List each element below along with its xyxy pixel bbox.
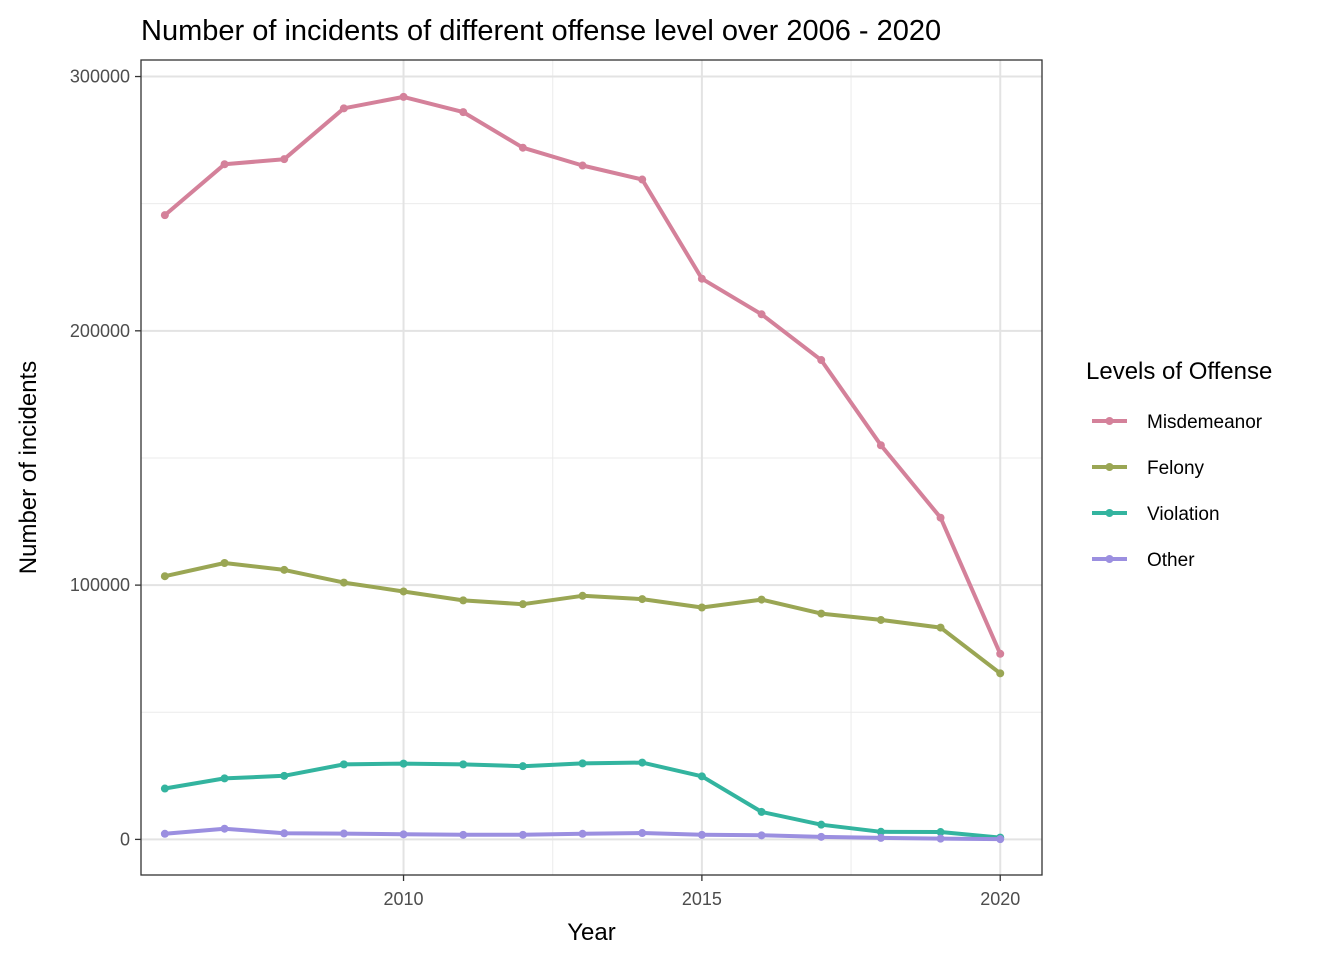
data-point-misdemeanor	[220, 160, 229, 169]
data-point-other	[936, 834, 945, 843]
data-point-misdemeanor	[280, 155, 289, 164]
data-point-felony	[817, 609, 826, 618]
data-point-misdemeanor	[459, 108, 468, 117]
data-point-misdemeanor	[936, 513, 945, 522]
data-point-misdemeanor	[160, 211, 169, 220]
data-point-other	[518, 830, 527, 839]
data-point-violation	[160, 784, 169, 793]
legend-title: Levels of Offense	[1086, 358, 1272, 385]
data-point-misdemeanor	[757, 310, 766, 319]
data-point-other	[757, 831, 766, 840]
data-point-other	[817, 832, 826, 841]
data-point-violation	[280, 771, 289, 780]
data-point-misdemeanor	[339, 104, 348, 113]
panel-background	[141, 60, 1042, 875]
data-point-felony	[518, 600, 527, 609]
data-point-misdemeanor	[399, 92, 408, 101]
data-point-felony	[459, 596, 468, 605]
data-point-violation	[697, 772, 706, 781]
data-point-violation	[578, 759, 587, 768]
data-point-misdemeanor	[697, 274, 706, 283]
x-tick-label: 2010	[384, 889, 424, 909]
data-point-other	[280, 829, 289, 838]
data-point-other	[160, 829, 169, 838]
legend-key-point-felony	[1105, 463, 1114, 471]
data-point-felony	[339, 578, 348, 587]
data-point-misdemeanor	[996, 649, 1005, 658]
axis-layer: 2010 2015 2020 0 100000 200000 300000	[70, 67, 1020, 909]
legend-label-misdemeanor: Misdemeanor	[1147, 412, 1263, 433]
chart-title: Number of incidents of different offense…	[141, 15, 941, 47]
legend-label-other: Other	[1147, 550, 1195, 571]
data-point-other	[399, 830, 408, 839]
data-point-felony	[757, 595, 766, 604]
data-point-other	[578, 829, 587, 838]
data-point-felony	[638, 595, 647, 604]
data-point-violation	[817, 820, 826, 829]
data-point-felony	[697, 603, 706, 612]
data-point-violation	[339, 760, 348, 769]
panel-border	[140, 59, 1043, 876]
data-point-other	[697, 830, 706, 839]
data-point-felony	[280, 565, 289, 574]
y-tick-label: 0	[120, 829, 130, 849]
y-tick-label: 300000	[70, 67, 130, 87]
x-tick-label: 2020	[980, 889, 1020, 909]
legend-label-felony: Felony	[1147, 458, 1205, 479]
data-point-other	[339, 829, 348, 838]
data-point-violation	[876, 827, 885, 836]
data-point-misdemeanor	[518, 143, 527, 152]
data-point-misdemeanor	[876, 441, 885, 450]
data-point-other	[220, 824, 229, 833]
data-point-misdemeanor	[578, 161, 587, 170]
data-point-violation	[399, 759, 408, 768]
data-point-misdemeanor	[817, 356, 826, 365]
data-point-felony	[876, 615, 885, 624]
series-layer	[160, 92, 1005, 844]
data-point-other	[459, 830, 468, 839]
data-point-felony	[399, 587, 408, 596]
data-point-violation	[936, 828, 945, 837]
data-point-felony	[996, 669, 1005, 678]
y-axis-title: Number of incidents	[15, 361, 42, 574]
data-point-felony	[936, 623, 945, 632]
x-axis-title: Year	[567, 919, 616, 946]
data-point-violation	[518, 762, 527, 771]
data-point-other	[876, 833, 885, 842]
data-point-misdemeanor	[638, 175, 647, 184]
legend: Levels of Offense Misdemeanor Felony Viola…	[1086, 358, 1272, 571]
grid-layer	[141, 60, 1042, 875]
legend-key-point-misdemeanor	[1105, 417, 1114, 425]
data-point-violation	[757, 807, 766, 816]
x-tick-label: 2015	[682, 889, 722, 909]
data-point-felony	[160, 572, 169, 581]
data-point-violation	[459, 760, 468, 769]
data-point-other	[996, 835, 1005, 844]
data-point-other	[638, 829, 647, 838]
data-point-violation	[638, 758, 647, 767]
data-point-felony	[220, 558, 229, 567]
legend-label-violation: Violation	[1147, 504, 1220, 525]
data-point-felony	[578, 591, 587, 600]
y-tick-label: 100000	[70, 575, 130, 595]
legend-key-point-violation	[1105, 509, 1114, 517]
legend-key-point-other	[1105, 555, 1114, 563]
data-point-violation	[220, 774, 229, 783]
y-tick-label: 200000	[70, 321, 130, 341]
